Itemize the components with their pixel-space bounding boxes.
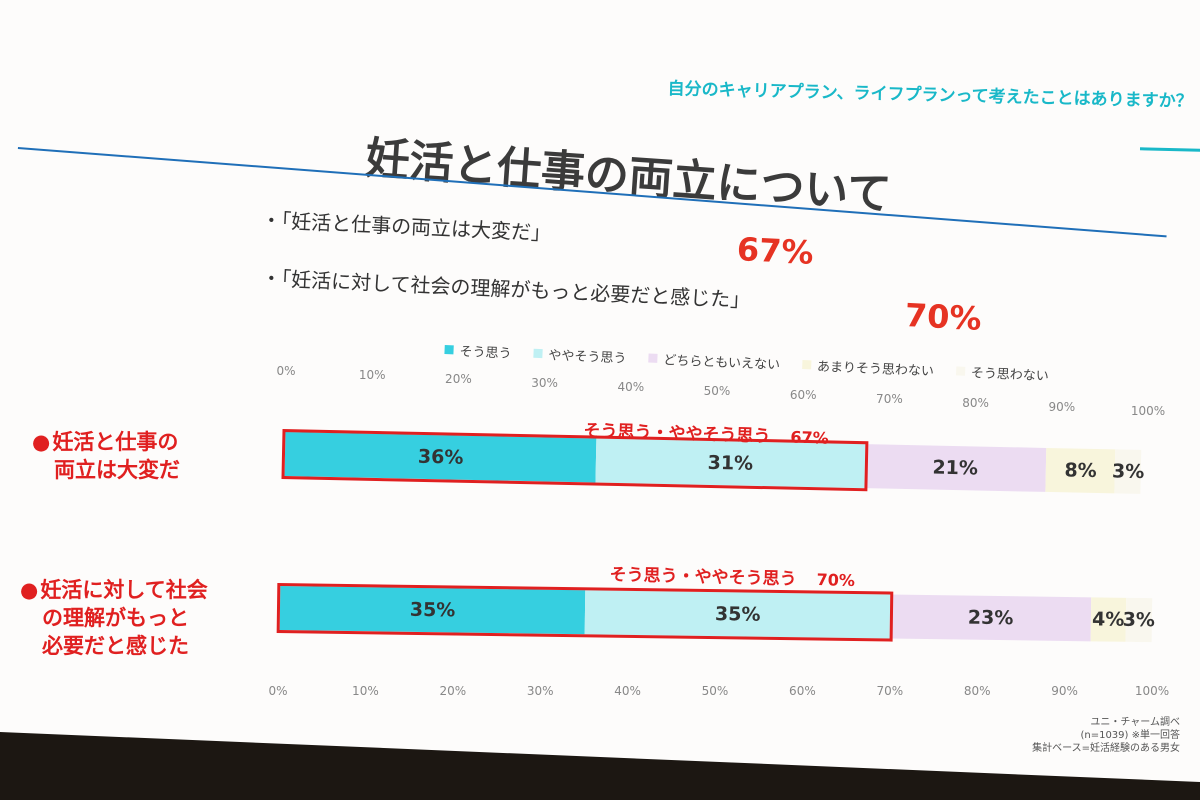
bar-segment-1-4: 8% bbox=[1045, 447, 1116, 494]
bottom-axis-tick-label: 60% bbox=[789, 684, 816, 698]
bullet-1-text: ・「妊活と仕事の両立は大変だ」 bbox=[260, 207, 552, 246]
legend-item-4: あまりそう思わない bbox=[801, 355, 935, 380]
row-2-label-line-2: の理解がもっと bbox=[42, 606, 189, 630]
row-2-label-line-1: 妊活に対して社会 bbox=[40, 578, 208, 602]
bullet-1-pct: 67% bbox=[736, 230, 815, 272]
legend-swatch bbox=[955, 366, 966, 376]
bar-value-label: 23% bbox=[967, 606, 1014, 630]
bottom-axis-tick-label: 70% bbox=[876, 684, 904, 698]
source-note: ユニ・チャーム調べ (n=1039) ※単一回答 集計ベース=妊活経験のある男女 bbox=[1032, 716, 1180, 755]
bar-segment-1-5: 3% bbox=[1111, 449, 1145, 494]
highlight-annotation-2: そう思う・ややそう思う 70% bbox=[609, 560, 855, 591]
bullet-2-text: ・「妊活に対して社会の理解がもっと必要だと感じた」 bbox=[260, 265, 751, 313]
bullet-dot-icon: ● bbox=[20, 578, 39, 602]
bar-value-label: 8% bbox=[1064, 459, 1097, 483]
source-line-1: ユニ・チャーム調べ bbox=[1090, 717, 1180, 728]
legend-swatch bbox=[648, 353, 658, 363]
bar-value-label: 3% bbox=[1111, 460, 1145, 483]
legend-item-2: ややそう思う bbox=[533, 344, 627, 367]
bar-segment-1-3: 21% bbox=[863, 444, 1047, 492]
source-line-2: (n=1039) ※単一回答 bbox=[1080, 730, 1180, 741]
bar-value-label: 3% bbox=[1122, 608, 1156, 632]
annotation-pct: 70% bbox=[816, 570, 856, 590]
legend-swatch bbox=[533, 348, 543, 359]
row-label-1: ●妊活と仕事の 両立は大変だ bbox=[32, 428, 180, 484]
bottom-axis-tick-label: 50% bbox=[701, 684, 729, 698]
legend-item-5: そう思わない bbox=[955, 361, 1050, 385]
bottom-axis-tick-label: 40% bbox=[614, 684, 641, 698]
row-1-label-line-1: 妊活と仕事の bbox=[52, 430, 179, 454]
row-2-label-line-3: 必要だと感じた bbox=[42, 634, 189, 658]
legend-swatch bbox=[444, 344, 454, 355]
top-axis-tick-label: 90% bbox=[1048, 400, 1076, 414]
bullet-2-pct: 70% bbox=[904, 296, 983, 338]
question-underline bbox=[1139, 147, 1200, 152]
top-axis-tick-label: 100% bbox=[1130, 404, 1166, 418]
legend-label: どちらともいえない bbox=[663, 353, 781, 374]
top-axis-tick-label: 60% bbox=[789, 388, 817, 402]
row-1-label-line-2: 両立は大変だ bbox=[54, 458, 180, 482]
slide-question: 自分のキャリアプラン、ライフプランって考えたことはありますか？ bbox=[667, 78, 1193, 112]
bottom-axis-tick-label: 20% bbox=[439, 684, 467, 698]
annotation-pct: 67% bbox=[790, 427, 830, 448]
top-axis-tick-label: 50% bbox=[703, 384, 731, 398]
source-line-3: 集計ベース=妊活経験のある男女 bbox=[1032, 743, 1180, 754]
bottom-axis-tick-label: 100% bbox=[1134, 684, 1170, 698]
top-axis-tick-label: 10% bbox=[358, 368, 386, 382]
top-axis-tick-label: 0% bbox=[276, 364, 296, 378]
row-label-2: ●妊活に対して社会 の理解がもっと 必要だと感じた bbox=[20, 576, 208, 660]
legend-item-1: そう思う bbox=[444, 340, 512, 362]
bar-value-label: 4% bbox=[1091, 608, 1125, 631]
bottom-axis-tick-label: 10% bbox=[352, 684, 379, 698]
top-axis-tick-label: 80% bbox=[962, 396, 989, 410]
top-axis-tick-label: 40% bbox=[617, 380, 645, 394]
legend-label: そう思う bbox=[459, 344, 512, 362]
top-axis-tick-label: 20% bbox=[445, 372, 472, 386]
top-axis-tick-label: 30% bbox=[531, 376, 558, 390]
bottom-axis-tick-label: 90% bbox=[1051, 684, 1078, 698]
top-axis-tick-label: 70% bbox=[876, 392, 903, 406]
bar-segment-2-4: 4% bbox=[1090, 597, 1127, 642]
bar-value-label: 21% bbox=[932, 456, 979, 480]
bar-segment-2-3: 23% bbox=[890, 594, 1092, 642]
bar-segment-2-5: 3% bbox=[1123, 597, 1155, 643]
legend-swatch bbox=[801, 359, 812, 370]
bullet-dot-icon: ● bbox=[32, 430, 51, 454]
bottom-axis-tick-label: 0% bbox=[268, 684, 288, 698]
annotation-label: そう思う・ややそう思う bbox=[609, 564, 797, 590]
legend-label: そう思わない bbox=[970, 366, 1050, 385]
legend-label: あまりそう思わない bbox=[816, 359, 935, 380]
bottom-axis-tick-label: 80% bbox=[963, 684, 991, 698]
legend-item-3: どちらともいえない bbox=[648, 349, 781, 374]
legend-label: ややそう思う bbox=[548, 348, 627, 367]
highlight-frame-2 bbox=[276, 583, 894, 642]
bottom-axis-tick-label: 30% bbox=[526, 684, 554, 698]
